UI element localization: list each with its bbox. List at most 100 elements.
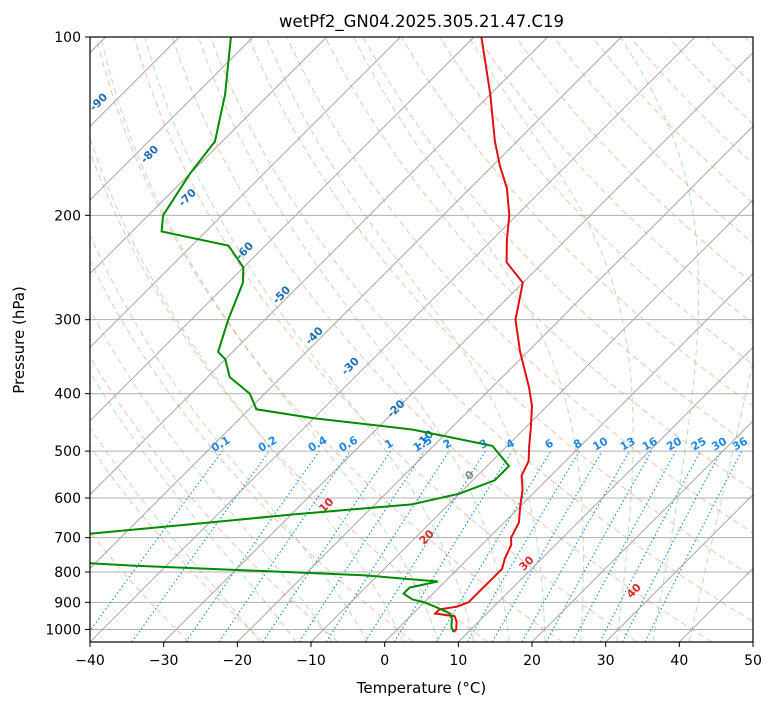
moist-adiabat-line — [688, 358, 753, 642]
dry-adiabat-line — [90, 445, 264, 642]
moist-adiabat-line — [100, 37, 439, 642]
isotherm-line — [458, 346, 753, 642]
moist-adiabat-line — [90, 308, 333, 642]
moist-adiabat-line — [90, 426, 261, 642]
y-tick-label: 900 — [54, 595, 81, 611]
mixing-ratio-line — [572, 450, 677, 642]
dry-adiabat-line — [706, 37, 753, 86]
moist-adiabat-line — [90, 371, 297, 642]
x-tick-label: −30 — [149, 653, 179, 669]
x-axis-ticks: −40 −30 −20 −10 0 10 20 30 40 50 — [75, 642, 762, 669]
mixing-ratio-line — [218, 450, 351, 642]
mixing-ratio-line — [131, 450, 270, 642]
mixing-ratio-line — [90, 450, 223, 632]
dry-adiabat-label: 30 — [517, 553, 537, 573]
dry-adiabat-line — [171, 37, 712, 642]
dry-adiabat-line — [744, 37, 753, 47]
x-tick-label: −20 — [223, 653, 253, 669]
isotherms — [90, 37, 753, 642]
y-tick-label: 200 — [54, 208, 81, 224]
mixing-ratio-line — [644, 450, 743, 642]
isotherm-line — [752, 641, 753, 642]
x-tick-label: 30 — [597, 653, 615, 669]
dry-adiabat-line — [90, 356, 339, 642]
dry-adiabat-line — [95, 37, 563, 642]
moist-adiabat-line — [198, 37, 510, 642]
y-tick-label: 800 — [54, 565, 81, 581]
mixing-ratio-line — [298, 450, 425, 642]
isotherm-line — [90, 37, 254, 201]
x-tick-label: 10 — [449, 653, 467, 669]
mixing-ratio-label: 2 — [441, 437, 454, 452]
moist-adiabat-line — [144, 37, 475, 642]
background-lines: -100-90-80-70-60-50-40-30-20-100 1020304… — [87, 37, 753, 642]
moist-adiabats — [90, 37, 753, 642]
x-tick-label: 40 — [670, 653, 688, 669]
y-tick-label: 700 — [54, 531, 81, 547]
isotherm-line — [384, 273, 753, 642]
mixing-ratio-line — [393, 450, 513, 642]
x-tick-label: −40 — [75, 653, 105, 669]
isotherm-label: -80 — [138, 142, 161, 165]
moist-adiabat-line — [620, 37, 700, 642]
dewpoint-profile — [90, 37, 511, 633]
dry-adiabat-line — [324, 37, 753, 491]
moist-adiabat-line — [90, 233, 369, 642]
dry-adiabat-label: 20 — [417, 527, 437, 547]
pressure-gridlines — [90, 37, 753, 630]
isotherm-line — [237, 125, 753, 642]
isotherm-line — [90, 37, 622, 569]
dry-adiabat-line — [668, 37, 753, 125]
mixing-ratio-lines — [90, 450, 743, 642]
y-axis-label: Pressure (hPa) — [10, 286, 28, 394]
isotherm-label: -20 — [384, 397, 407, 420]
x-tick-label: −10 — [296, 653, 326, 669]
x-tick-label: 0 — [380, 653, 389, 669]
y-axis-ticks: 100 200 300 400 500 600 700 800 900 1000 — [45, 30, 90, 638]
isotherm-label: 0 — [462, 468, 477, 483]
dry-adiabat-line — [210, 37, 753, 623]
mixing-ratio-label: 6 — [543, 436, 556, 451]
mixing-ratio-line — [599, 450, 701, 642]
dry-adiabat-line — [248, 37, 753, 578]
x-tick-label: 50 — [744, 653, 762, 669]
isotherm-label: -50 — [270, 283, 293, 306]
mixing-ratio-line — [262, 450, 392, 642]
dry-adiabat-line — [90, 150, 488, 642]
dry-adiabat-line — [553, 37, 753, 244]
mixing-ratio-line — [521, 450, 630, 642]
dry-adiabat-line — [591, 37, 753, 204]
y-tick-label: 1000 — [45, 622, 81, 638]
isotherm-line — [90, 37, 475, 422]
chart-title: wetPf2_GN04.2025.305.21.47.C19 — [279, 12, 564, 32]
isotherm-label: -40 — [303, 324, 326, 347]
isotherm-line — [90, 37, 696, 642]
moist-adiabat-line — [265, 37, 546, 642]
isotherm-line — [90, 37, 327, 275]
dry-adiabat-line — [286, 37, 753, 534]
dry-adiabat-line — [515, 37, 753, 284]
y-tick-label: 300 — [54, 313, 81, 329]
isotherm-label: -30 — [339, 354, 362, 377]
dry-adiabat-label: 40 — [624, 581, 644, 601]
y-tick-label: 600 — [54, 491, 81, 507]
mixing-ratio-line — [545, 450, 653, 642]
y-tick-label: 400 — [54, 387, 81, 403]
isotherm-line — [679, 567, 753, 642]
plot-frame — [89, 36, 754, 643]
isotherm-line — [90, 37, 548, 496]
y-tick-label: 500 — [54, 444, 81, 460]
isotherm-label: -90 — [87, 90, 110, 113]
isotherm-line — [605, 494, 753, 642]
dry-adiabats — [90, 37, 753, 642]
mixing-ratio-label: 4 — [504, 436, 517, 451]
dry-adiabat-line — [90, 259, 414, 642]
temperature-profile — [433, 37, 534, 633]
isotherm-line — [531, 420, 753, 642]
x-axis-label: Temperature (°C) — [356, 679, 486, 697]
x-tick-label: 20 — [523, 653, 541, 669]
isotherm-line — [163, 52, 753, 642]
moist-adiabat-line — [353, 37, 584, 642]
